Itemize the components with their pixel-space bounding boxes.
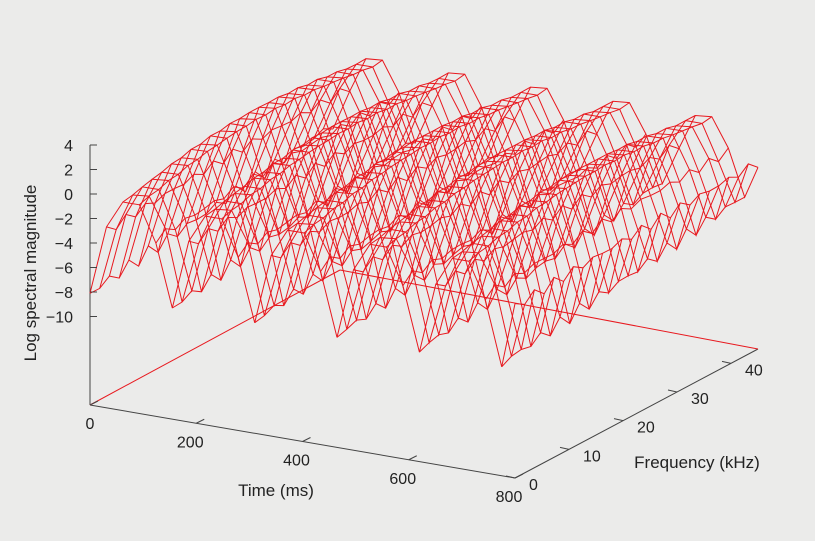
surface-line-time-682 [452,115,696,259]
surface-line-time-527 [369,100,614,245]
surface-line-time-620 [419,183,663,353]
frequency-tick-mark [559,446,570,450]
z-tick-label: 4 [64,138,73,155]
time-axis-label: Time (ms) [238,481,314,500]
frequency-tick-label: 10 [583,448,601,465]
surface-line-time-496 [353,130,597,273]
time-tick-mark [302,437,311,442]
surface-line-time-589 [402,133,647,286]
z-axis-label: Log spectral magnitude [21,185,40,362]
time-tick-mark [196,418,205,424]
surface-line-time-248 [221,73,466,220]
time-tick-mark [514,473,524,479]
surface-line-time-713 [468,116,713,262]
time-tick-label: 800 [496,489,523,506]
time-tick-mark [89,400,99,406]
frequency-tick-label: 0 [529,477,538,494]
surface-line-freq-0 [89,201,516,367]
surface-line-time-31 [106,88,350,231]
frequency-tick-mark [721,360,732,364]
surface-line-time-558 [386,102,630,248]
back-floor-edge-2 [339,269,759,350]
surface-line-freq-43.2 [322,63,749,204]
surface-line-time-744 [484,147,729,301]
surface-line-freq-3.6 [108,186,535,350]
surface-line-time-403 [303,87,548,234]
axes [89,145,759,479]
frequency-axis-label: Frequency (kHz) [634,453,760,472]
z-tick-label: −4 [55,236,73,253]
z-tick-label: 2 [64,163,73,180]
surface-line-time-279 [237,105,482,258]
time-tick-label: 200 [177,434,204,451]
frequency-tick-mark [505,475,516,479]
z-tick-label: −8 [55,285,73,302]
surface-line-freq-19.8 [196,123,623,295]
z-tick-label: −2 [55,212,73,229]
surface-line-time-775 [501,196,745,368]
time-tick-label: 400 [283,453,310,470]
surface-line-time-217 [205,72,449,217]
z-tick-label: −10 [46,310,73,327]
surface-line-time-434 [320,119,564,272]
surface-line-time-93 [139,59,383,206]
frequency-axis-line [514,348,759,479]
frequency-tick-mark [667,389,678,393]
surface-line-time-651 [435,144,679,287]
time-tick-label: 0 [86,416,95,433]
surface-line-time-341 [271,116,515,259]
frequency-tick-mark [613,418,624,422]
time-tick-label: 600 [389,471,416,488]
z-tick-label: −6 [55,261,73,278]
frequency-tick-label: 30 [691,391,709,408]
surface-line-time-124 [155,92,400,244]
surface-line-time-0 [89,128,334,294]
surface-mesh [89,58,759,368]
surface-line-time-372 [287,86,531,231]
surface-line-time-186 [188,102,432,245]
surface-line-time-800 [514,163,759,305]
frequency-tick-label: 40 [745,362,763,379]
z-tick-label: 0 [64,187,73,204]
frequency-tick-label: 20 [637,420,655,437]
time-tick-mark [408,455,417,461]
back-floor-edge [89,269,341,406]
surface-line-time-62 [122,58,367,203]
